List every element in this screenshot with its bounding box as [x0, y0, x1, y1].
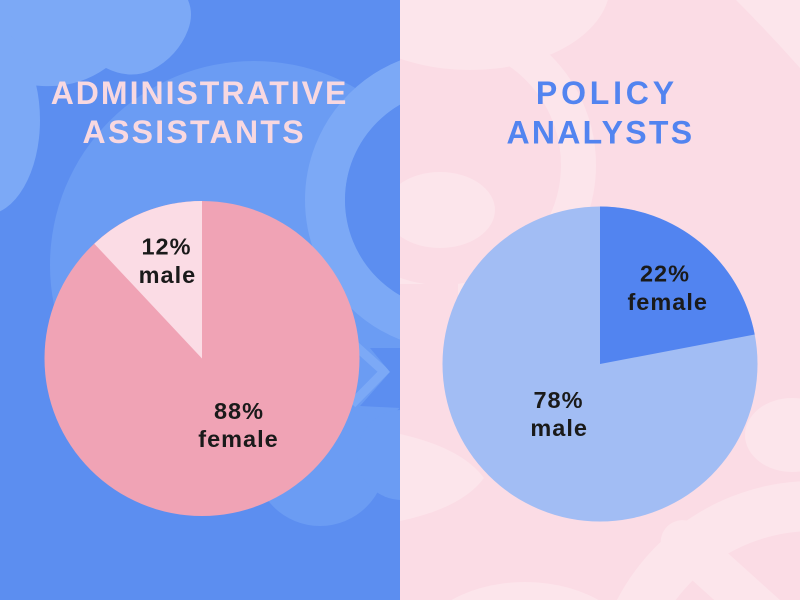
svg-text:88%: 88% [214, 398, 264, 424]
svg-text:female: female [627, 289, 707, 315]
svg-text:ADMINISTRATIVE: ADMINISTRATIVE [51, 75, 349, 111]
svg-text:ASSISTANTS: ASSISTANTS [83, 114, 306, 150]
svg-text:12%: 12% [141, 234, 191, 260]
svg-text:male: male [530, 415, 588, 441]
svg-text:22%: 22% [640, 260, 690, 286]
svg-text:ANALYSTS: ANALYSTS [506, 115, 694, 151]
svg-text:female: female [198, 426, 278, 452]
svg-text:POLICY: POLICY [536, 75, 678, 111]
svg-text:78%: 78% [533, 387, 583, 413]
svg-text:male: male [139, 262, 197, 288]
